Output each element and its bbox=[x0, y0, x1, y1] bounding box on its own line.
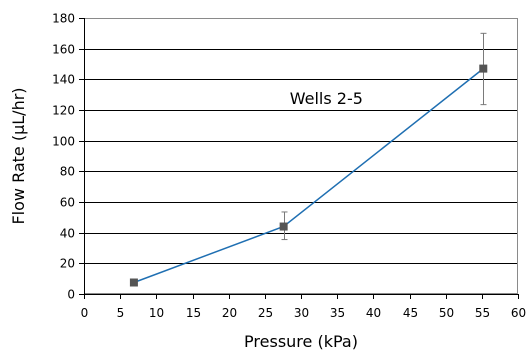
x-tick-label-5: 25 bbox=[258, 306, 273, 320]
y-tick-label-2: 40 bbox=[60, 227, 75, 241]
x-tick-label-1: 5 bbox=[117, 306, 125, 320]
x-tick-label-7: 35 bbox=[330, 306, 345, 320]
x-tick-label-4: 20 bbox=[222, 306, 237, 320]
grid-layer bbox=[84, 18, 518, 295]
x-axis-title: Pressure (kPa) bbox=[244, 332, 358, 351]
data-point-0-2 bbox=[479, 64, 488, 73]
y-tick-label-0: 0 bbox=[67, 288, 75, 302]
data-point-0-0 bbox=[129, 278, 138, 287]
x-tick-label-3: 15 bbox=[186, 306, 201, 320]
x-tick-label-8: 40 bbox=[366, 306, 381, 320]
series-layer bbox=[129, 32, 488, 287]
labels-layer: 0 20 40 60 80 100 120 140 160 180 0 5 10 15 20 25 30 35 40… bbox=[9, 12, 526, 352]
y-tick-label-9: 180 bbox=[52, 12, 75, 26]
y-tick-label-5: 100 bbox=[52, 135, 75, 149]
x-tick-label-10: 50 bbox=[439, 306, 454, 320]
y-tick-label-3: 60 bbox=[60, 196, 75, 210]
y-tick-label-7: 140 bbox=[52, 73, 75, 87]
plot-frame bbox=[84, 18, 518, 294]
y-tick-label-8: 160 bbox=[52, 43, 75, 57]
x-tick-label-0: 0 bbox=[81, 306, 89, 320]
x-tick-label-2: 10 bbox=[149, 306, 164, 320]
x-tick-label-11: 55 bbox=[475, 306, 490, 320]
y-tick-label-6: 120 bbox=[52, 104, 75, 118]
x-tick-label-6: 30 bbox=[294, 306, 309, 320]
x-tick-label-12: 60 bbox=[511, 306, 526, 320]
data-point-0-1 bbox=[279, 222, 288, 231]
y-tick-label-1: 20 bbox=[60, 257, 75, 271]
y-axis-title: Flow Rate (µL/hr) bbox=[9, 87, 28, 224]
axes-layer bbox=[79, 18, 519, 299]
annotation-label: Wells 2-5 bbox=[290, 89, 363, 108]
x-tick-label-9: 45 bbox=[403, 306, 418, 320]
y-tick-label-4: 80 bbox=[60, 165, 75, 179]
